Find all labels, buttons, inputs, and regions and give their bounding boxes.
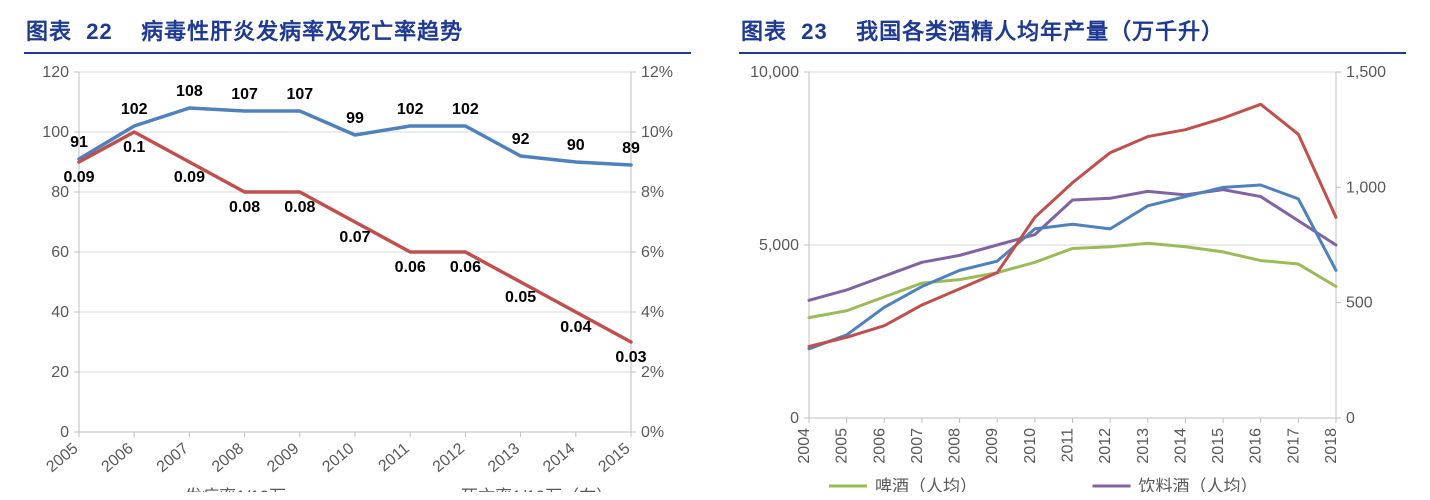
svg-text:2004: 2004 — [796, 428, 813, 464]
svg-text:40: 40 — [51, 304, 69, 321]
svg-text:0: 0 — [60, 424, 69, 441]
svg-text:2007: 2007 — [154, 440, 192, 476]
svg-text:10%: 10% — [641, 124, 673, 141]
svg-text:0.09: 0.09 — [63, 169, 94, 186]
svg-text:5,000: 5,000 — [759, 237, 799, 254]
svg-text:2014: 2014 — [1172, 428, 1189, 464]
svg-text:1,500: 1,500 — [1346, 64, 1386, 81]
svg-text:0.07: 0.07 — [339, 229, 370, 246]
svg-text:2010: 2010 — [319, 440, 357, 476]
svg-text:2010: 2010 — [1022, 428, 1039, 464]
svg-text:1,000: 1,000 — [1346, 179, 1386, 196]
svg-text:2011: 2011 — [1060, 428, 1077, 463]
svg-text:102: 102 — [121, 101, 148, 118]
svg-text:0.1: 0.1 — [123, 139, 145, 156]
chart-22-plot: 0 20 40 60 80 100 120 0% 2% 4% 6% 8% 10% 12% 2005 2006 2… — [24, 60, 691, 492]
svg-text:2006: 2006 — [99, 440, 137, 476]
svg-text:0.08: 0.08 — [229, 199, 260, 216]
svg-text:2011: 2011 — [375, 440, 412, 475]
svg-text:0: 0 — [790, 410, 799, 427]
svg-text:2009: 2009 — [264, 440, 302, 476]
svg-text:100: 100 — [42, 124, 69, 141]
svg-text:2013: 2013 — [1135, 428, 1152, 464]
page: 图表 22 病毒性肝炎发病率及死亡率趋势 0 20 40 60 80 100 120 0% 2%… — [0, 0, 1430, 500]
svg-text:0.03: 0.03 — [615, 349, 646, 366]
chart-22-title: 图表 22 病毒性肝炎发病率及死亡率趋势 — [24, 8, 691, 54]
svg-text:0.05: 0.05 — [505, 289, 536, 306]
svg-text:89: 89 — [622, 140, 640, 157]
svg-text:2008: 2008 — [947, 428, 964, 464]
svg-text:90: 90 — [567, 137, 585, 154]
panel-chart-22: 图表 22 病毒性肝炎发病率及死亡率趋势 0 20 40 60 80 100 120 0% 2%… — [0, 0, 715, 500]
svg-text:0.09: 0.09 — [174, 169, 205, 186]
svg-text:4%: 4% — [641, 304, 664, 321]
svg-text:12%: 12% — [641, 64, 673, 81]
legend-item-label: 啤酒（人均） — [875, 477, 977, 492]
svg-text:10,000: 10,000 — [750, 64, 799, 81]
svg-text:80: 80 — [51, 184, 69, 201]
svg-text:2005: 2005 — [43, 440, 81, 476]
legend-item-label: 饮料酒（人均） — [1139, 477, 1258, 492]
svg-text:2012: 2012 — [1097, 428, 1114, 464]
chart-23-svg: 0 5,000 10,000 0 500 1,000 1,500 2004 2005 2006 20… — [739, 60, 1406, 492]
svg-text:108: 108 — [176, 83, 203, 100]
svg-text:2009: 2009 — [984, 428, 1001, 464]
svg-text:102: 102 — [397, 101, 424, 118]
svg-text:0%: 0% — [641, 424, 664, 441]
svg-text:2006: 2006 — [871, 428, 888, 464]
svg-text:2014: 2014 — [540, 440, 578, 476]
svg-text:0.06: 0.06 — [450, 259, 481, 276]
legend-item-label: 死亡率1/10万（右） — [461, 487, 613, 492]
svg-text:2005: 2005 — [834, 428, 851, 464]
svg-text:60: 60 — [51, 244, 69, 261]
svg-text:2015: 2015 — [595, 440, 633, 476]
svg-text:2015: 2015 — [1210, 428, 1227, 464]
svg-text:2017: 2017 — [1285, 428, 1302, 464]
svg-text:2012: 2012 — [430, 440, 468, 476]
svg-text:2016: 2016 — [1248, 428, 1265, 464]
svg-text:0: 0 — [1346, 410, 1355, 427]
svg-text:2007: 2007 — [909, 428, 926, 464]
legend-item-label: 发病率1/10万 — [185, 487, 286, 492]
svg-text:8%: 8% — [641, 184, 664, 201]
svg-text:2008: 2008 — [209, 440, 247, 476]
svg-text:0.08: 0.08 — [284, 199, 315, 216]
svg-text:102: 102 — [452, 101, 479, 118]
svg-text:2%: 2% — [641, 364, 664, 381]
chart-23-title: 图表 23 我国各类酒精人均年产量（万千升） — [739, 8, 1406, 54]
svg-text:0.06: 0.06 — [395, 259, 426, 276]
svg-text:99: 99 — [346, 110, 364, 127]
svg-text:107: 107 — [231, 86, 258, 103]
svg-text:107: 107 — [286, 86, 313, 103]
svg-text:2018: 2018 — [1323, 428, 1340, 464]
chart-22-svg: 0 20 40 60 80 100 120 0% 2% 4% 6% 8% 10% 12% 2005 2006 2… — [24, 60, 691, 492]
panel-chart-23: 图表 23 我国各类酒精人均年产量（万千升） 0 5,000 10,000 0 500 1… — [715, 0, 1430, 500]
chart-23-plot: 0 5,000 10,000 0 500 1,000 1,500 2004 2005 2006 20… — [739, 60, 1406, 492]
svg-text:500: 500 — [1346, 295, 1373, 312]
svg-text:92: 92 — [512, 131, 530, 148]
svg-text:20: 20 — [51, 364, 69, 381]
svg-text:91: 91 — [70, 134, 88, 151]
svg-text:6%: 6% — [641, 244, 664, 261]
svg-text:120: 120 — [42, 64, 69, 81]
svg-text:2013: 2013 — [485, 440, 523, 476]
svg-text:0.04: 0.04 — [560, 319, 591, 336]
